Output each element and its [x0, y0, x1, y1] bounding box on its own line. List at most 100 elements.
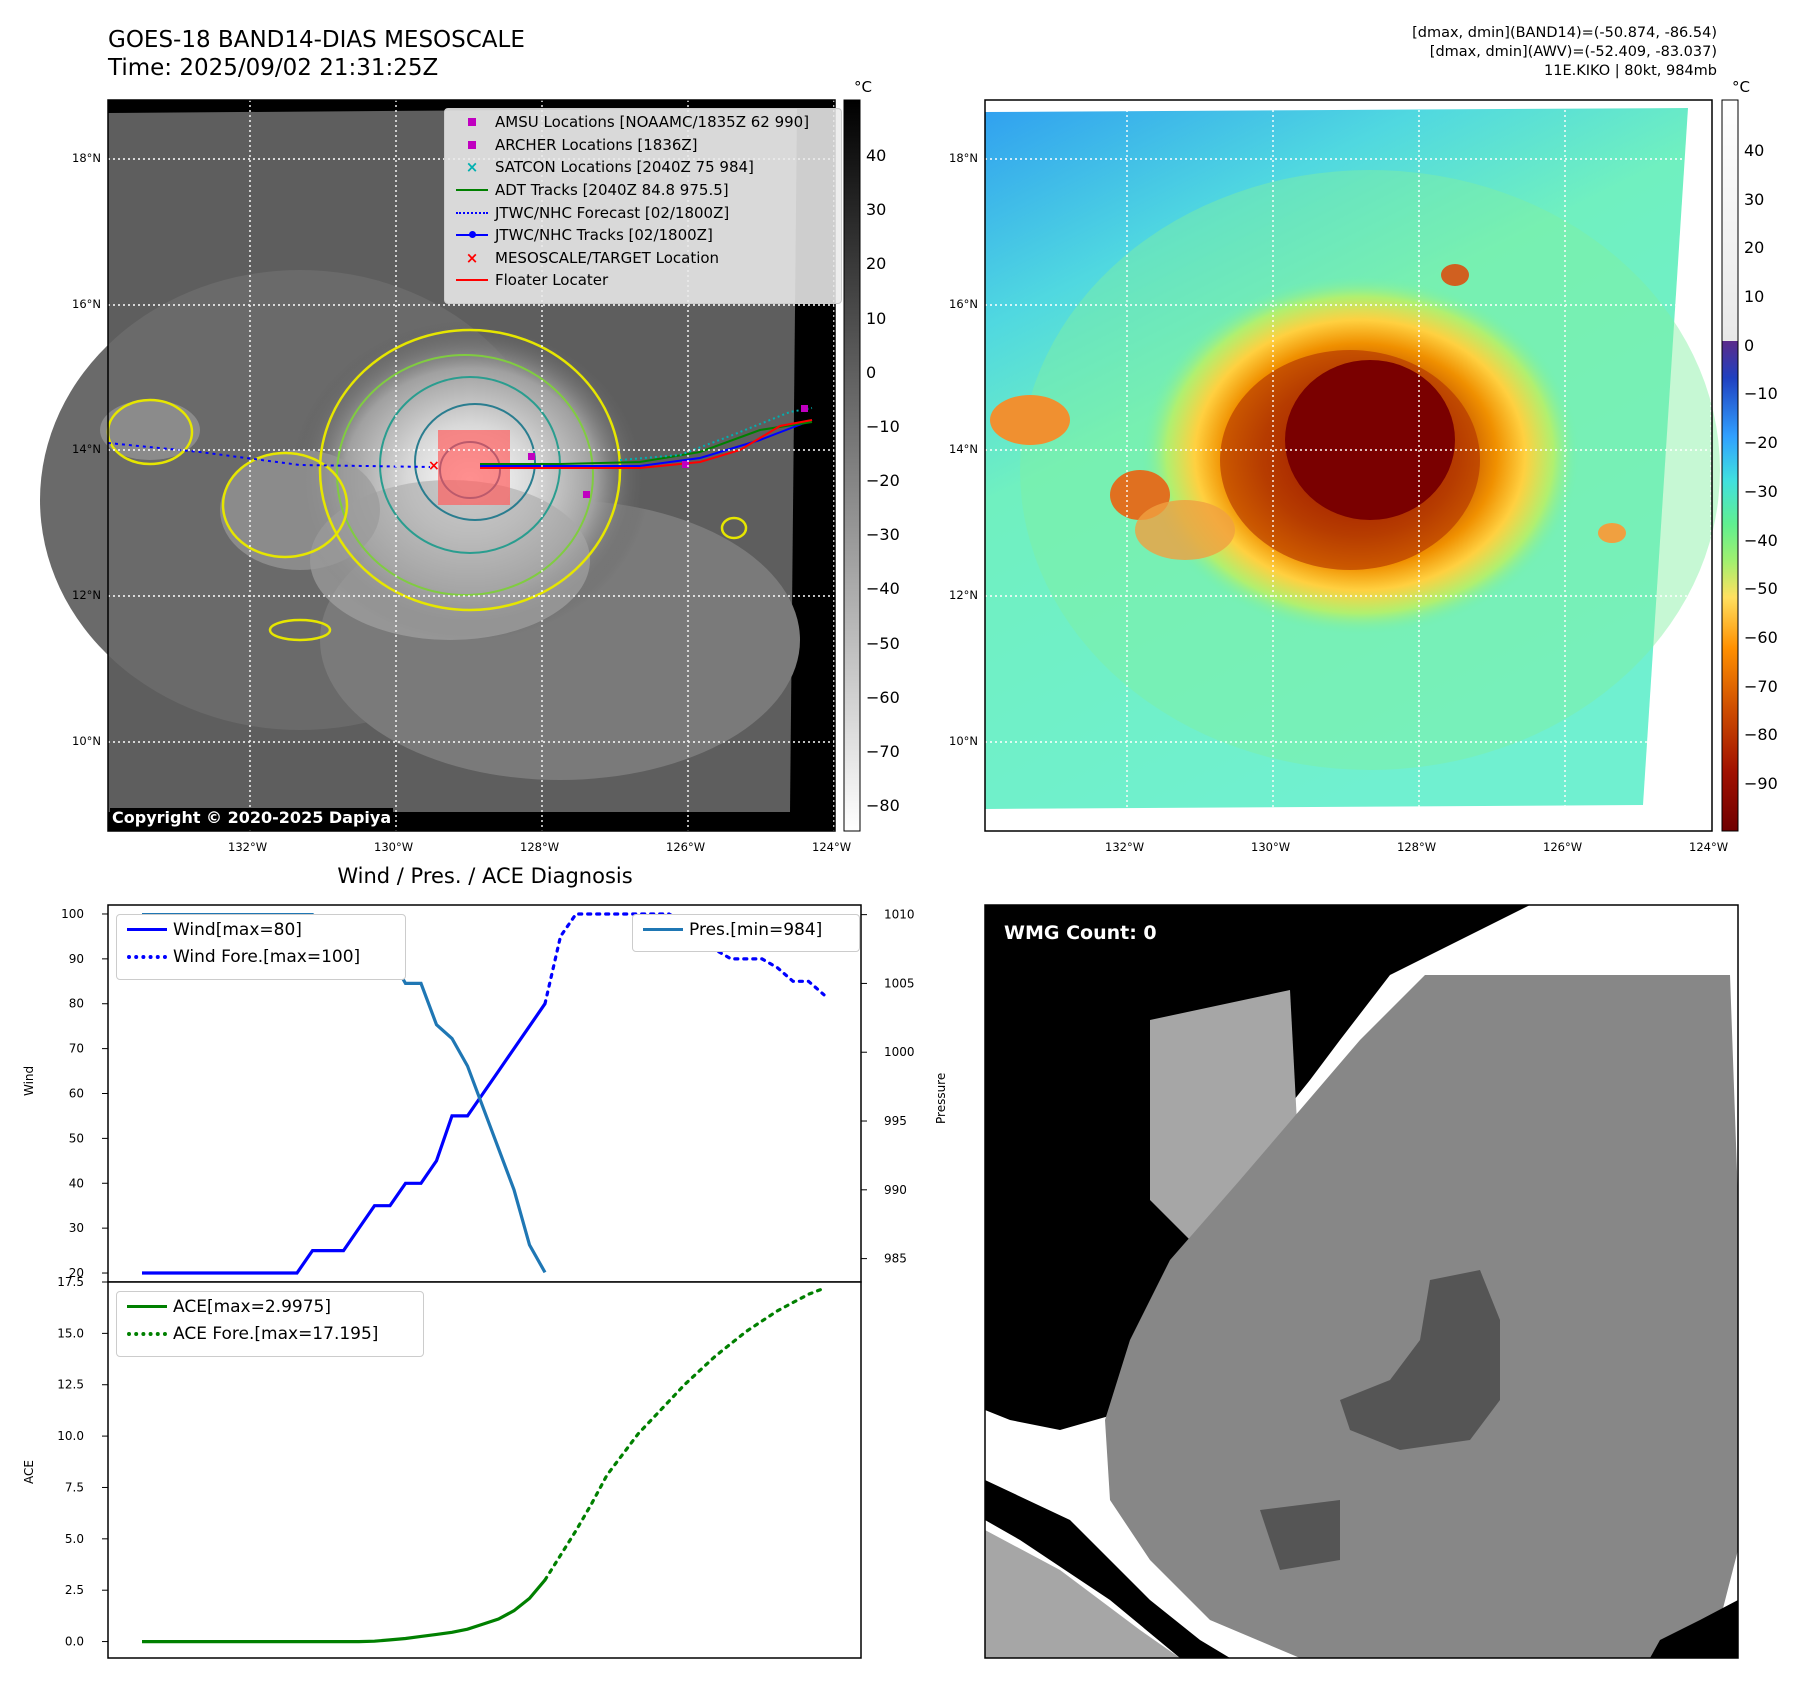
line-dot-icon [449, 231, 495, 239]
ace-series-line-0 [142, 1578, 547, 1644]
color-colorbar-tick: −10 [1744, 384, 1778, 404]
wind-tick-label: 40 [69, 1176, 84, 1190]
legend-ace: ACE[max=2.9975] [121, 1293, 419, 1320]
ir-colorbar-tick: −70 [866, 741, 900, 761]
lat-tick-label: 12°N [949, 588, 978, 602]
legend-wind: Wind[max=80] [121, 916, 401, 943]
color-colorbar-tick: 30 [1744, 189, 1765, 209]
wind-tick-label: 60 [69, 1087, 84, 1101]
ace-series-line-1 [543, 1286, 826, 1582]
legend-tracks: JTWC/NHC Tracks [02/1800Z] [449, 224, 837, 247]
lon-tick-label: 126°W [1543, 840, 1583, 854]
ir-colorbar-tick: 30 [866, 200, 887, 220]
ir-colorbar-tick: 40 [866, 146, 887, 165]
line-icon [449, 279, 495, 282]
info-storm: 11E.KIKO | 80kt, 984mb [1544, 63, 1717, 79]
ir-colorbar-tick: −20 [866, 471, 900, 490]
lon-tick-label: 130°W [374, 840, 414, 854]
line-icon [121, 928, 173, 931]
color-colorbar-tick: −90 [1744, 774, 1778, 793]
ace-tick-label: 5.0 [65, 1532, 84, 1546]
color-colorbar-tick: −80 [1744, 725, 1778, 745]
info-band14: [dmax, dmin](BAND14)=(-50.874, -86.54) [1412, 25, 1717, 41]
color-colorbar-tick: 20 [1744, 238, 1765, 258]
square-marker-icon [449, 118, 495, 127]
lat-tick-label: 18°N [72, 151, 101, 165]
series-line-0 [142, 1002, 547, 1275]
color-colorbar [1721, 99, 1739, 832]
color-colorbar-tick: 0 [1744, 335, 1755, 355]
ir-colorbar-tick: 20 [866, 254, 887, 274]
wind-tick-label: 70 [69, 1042, 84, 1056]
lat-tick-label: 10°N [72, 734, 101, 748]
ace-legend: ACE[max=2.9975] ACE Fore.[max=17.195] [116, 1291, 424, 1357]
pressure-tick-label: 985 [884, 1252, 907, 1266]
legend-satcon: × SATCON Locations [2040Z 75 984] [449, 156, 837, 179]
lon-tick-label: 126°W [666, 840, 706, 854]
ir-colorbar-tick: −40 [866, 579, 900, 599]
color-colorbar-tick: 10 [1744, 287, 1765, 307]
wind-tick-label: 90 [69, 952, 84, 966]
lat-tick-label: 16°N [72, 297, 101, 311]
pressure-tick-label: 1010 [884, 908, 915, 922]
color-colorbar-tick: −30 [1744, 481, 1778, 501]
lon-tick-label: 132°W [1105, 840, 1145, 854]
lat-tick-label: 10°N [949, 734, 978, 748]
x-marker-icon: × [465, 248, 479, 267]
lon-tick-label: 124°W [812, 840, 852, 854]
wind-tick-label: 80 [69, 997, 84, 1011]
ir-colorbar [843, 99, 861, 832]
lat-tick-label: 14°N [949, 442, 978, 456]
ace-tick-label: 7.5 [65, 1480, 84, 1494]
legend-forecast: JTWC/NHC Forecast [02/1800Z] [449, 201, 837, 224]
color-colorbar-tick: −20 [1744, 433, 1778, 453]
ir-colorbar-tick: −80 [866, 796, 900, 815]
dotted-line-icon [121, 1331, 173, 1336]
ir-colorbar-tick: 10 [866, 308, 887, 328]
legend-floater: Floater Locater [449, 269, 837, 292]
line-icon [121, 1305, 173, 1308]
wind-tick-label: 100 [61, 907, 84, 921]
color-colorbar-tick: −60 [1744, 627, 1778, 647]
ace-tick-label: 2.5 [65, 1583, 84, 1597]
wind-axis-label: Wind [22, 1065, 36, 1096]
lon-tick-label: 128°W [1397, 840, 1437, 854]
ir-colorbar-tick: −50 [866, 633, 900, 653]
legend-ace-fore: ACE Fore.[max=17.195] [121, 1320, 419, 1347]
legend-wind-fore: Wind Fore.[max=100] [121, 943, 401, 970]
lon-tick-label: 130°W [1251, 840, 1291, 854]
color-colorbar-tick: −70 [1744, 676, 1778, 696]
ace-chart: 17.5 15.0 12.5 10.0 7.5 5.0 2.5 0.0 [57, 1275, 826, 1649]
wmg-panel [984, 904, 1739, 1659]
lat-tick-label: 12°N [72, 588, 101, 602]
ir-colorbar-tick: −30 [866, 525, 900, 545]
ir-colorbar-tick: −60 [866, 687, 900, 707]
lon-tick-label: 128°W [520, 840, 560, 854]
legend-amsu: AMSU Locations [NOAAMC/1835Z 62 990] [449, 111, 837, 134]
target-marker-icon: × [428, 458, 440, 474]
ace-tick-label: 10.0 [57, 1429, 84, 1443]
legend-pressure: Pres.[min=984] [637, 916, 855, 943]
wmg-count-label: WMG Count: 0 [998, 920, 1163, 946]
pressure-tick-label: 1000 [884, 1045, 915, 1059]
pressure-axis-label: Pressure [934, 1072, 948, 1124]
x-marker-icon: × [465, 158, 479, 177]
color-colorbar-tick: −50 [1744, 579, 1778, 599]
ace-tick-label: 0.0 [65, 1635, 84, 1649]
color-colorbar-tick: −40 [1744, 530, 1778, 550]
pressure-tick-label: 1005 [884, 976, 915, 990]
line-icon [637, 928, 689, 931]
wind-tick-label: 30 [69, 1221, 84, 1235]
map-timestamp: Time: 2025/09/02 21:31:25Z [108, 55, 439, 81]
wind-tick-label: 50 [69, 1131, 84, 1145]
diagnosis-title: Wind / Pres. / ACE Diagnosis [337, 864, 633, 888]
legend-target: × MESOSCALE/TARGET Location [449, 247, 837, 270]
line-icon [449, 189, 495, 192]
dotted-line-icon [121, 954, 173, 959]
ace-tick-label: 17.5 [57, 1275, 84, 1289]
square-marker-icon [449, 140, 495, 149]
lon-tick-label: 132°W [228, 840, 268, 854]
pressure-legend: Pres.[min=984] [632, 914, 860, 952]
lat-tick-label: 18°N [949, 151, 978, 165]
